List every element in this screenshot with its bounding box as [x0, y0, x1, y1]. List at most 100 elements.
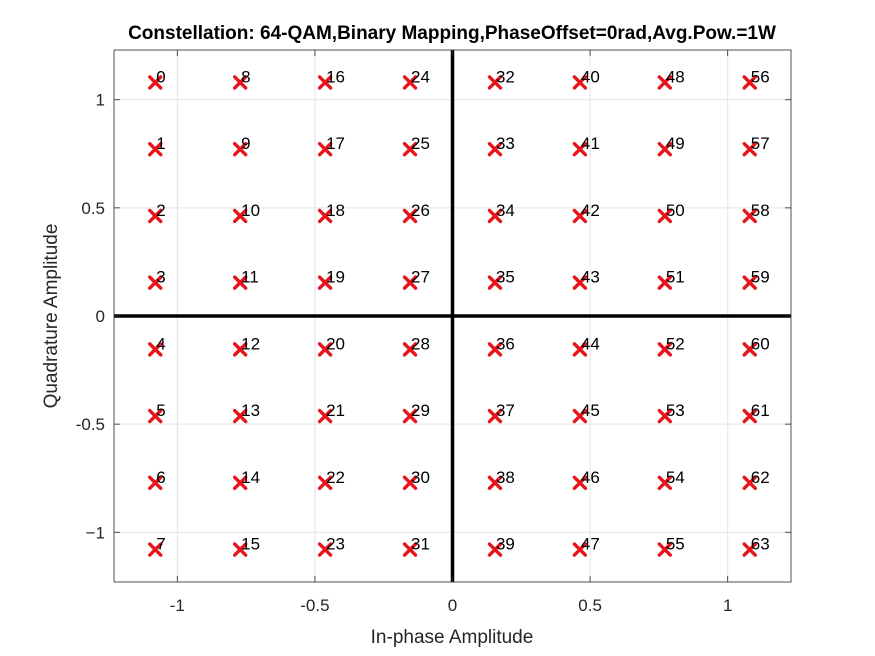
constellation-point [657, 342, 673, 357]
symbol-label: 15 [241, 535, 260, 554]
constellation-point [402, 275, 418, 290]
symbol-label: 29 [411, 401, 430, 420]
symbol-label: 51 [666, 268, 685, 287]
y-tick-label: 0.5 [81, 199, 105, 218]
symbol-label: 8 [241, 67, 250, 86]
constellation-point [148, 75, 163, 90]
symbol-label: 35 [496, 268, 515, 287]
constellation-point [317, 408, 333, 424]
constellation-point [657, 475, 673, 491]
symbol-label: 27 [411, 268, 430, 287]
symbol-label: 28 [411, 334, 430, 353]
tick-marks [114, 50, 791, 582]
constellation-point [232, 475, 248, 491]
symbol-label: 11 [241, 268, 259, 287]
constellation-point [148, 342, 163, 357]
symbol-label: 43 [581, 268, 600, 287]
constellation-point [657, 141, 673, 157]
constellation-point [657, 208, 673, 224]
symbol-label: 2 [156, 201, 165, 220]
constellation-point [487, 275, 503, 290]
constellation-point [487, 475, 503, 491]
constellation-point [232, 542, 248, 557]
y-tick-label: 1 [96, 91, 105, 110]
symbol-label: 47 [581, 535, 600, 554]
symbol-label: 3 [156, 268, 165, 287]
chart-title: Constellation: 64-QAM,Binary Mapping,Pha… [128, 23, 776, 44]
constellation-points [148, 75, 757, 557]
constellation-point [402, 408, 418, 424]
symbol-label: 58 [751, 201, 770, 220]
symbol-label: 1 [156, 134, 165, 153]
symbol-label: 32 [496, 67, 515, 86]
constellation-point [402, 475, 418, 491]
symbol-label: 34 [496, 201, 515, 220]
symbol-label: 44 [581, 334, 600, 353]
constellation-point [657, 275, 673, 290]
y-tick-label: 0 [96, 307, 105, 326]
constellation-point [742, 208, 757, 224]
constellation-point [487, 208, 503, 224]
constellation-point [657, 75, 673, 90]
constellation-point [402, 75, 418, 90]
constellation-point [232, 275, 248, 290]
symbol-label: 63 [751, 535, 770, 554]
constellation-point [742, 542, 757, 557]
symbol-label: 52 [666, 334, 685, 353]
symbol-label: 55 [666, 535, 685, 554]
y-tick-label: -0.5 [76, 415, 105, 434]
x-tick-label: -1 [170, 596, 185, 615]
symbol-label: 30 [411, 468, 430, 487]
symbol-label: 14 [241, 468, 260, 487]
symbol-label: 53 [666, 401, 685, 420]
symbol-label: 10 [241, 201, 260, 220]
symbol-label: 12 [241, 334, 260, 353]
symbol-label: 13 [241, 401, 260, 420]
constellation-point [148, 208, 163, 224]
constellation-point [572, 208, 588, 224]
constellation-point [402, 141, 418, 157]
constellation-point [232, 342, 248, 357]
x-tick-label: -0.5 [300, 596, 329, 615]
constellation-point [402, 542, 418, 557]
symbol-label: 61 [751, 401, 770, 420]
symbol-label: 31 [411, 535, 430, 554]
constellation-point [742, 75, 757, 90]
symbol-label: 45 [581, 401, 600, 420]
constellation-point [317, 275, 333, 290]
constellation-point [742, 141, 757, 157]
constellation-point [402, 342, 418, 357]
symbol-label: 39 [496, 535, 515, 554]
symbol-label: 36 [496, 334, 515, 353]
symbol-label: 40 [581, 67, 600, 86]
symbol-label: 49 [666, 134, 685, 153]
symbol-label: 54 [666, 468, 685, 487]
symbol-label: 59 [751, 268, 770, 287]
constellation-point [232, 208, 248, 224]
symbol-label: 7 [156, 535, 165, 554]
constellation-point [232, 75, 248, 90]
constellation-point [487, 141, 503, 157]
constellation-point [742, 408, 757, 424]
symbol-label: 33 [496, 134, 515, 153]
symbol-label: 60 [751, 334, 770, 353]
x-tick-label: 0.5 [578, 596, 602, 615]
constellation-point [657, 542, 673, 557]
constellation-point [317, 75, 333, 90]
constellation-point [657, 408, 673, 424]
constellation-point [487, 75, 503, 90]
symbol-label: 23 [326, 535, 345, 554]
constellation-point [317, 542, 333, 557]
symbol-label: 57 [751, 134, 770, 153]
symbol-label: 5 [156, 401, 165, 420]
constellation-point [317, 141, 333, 157]
symbol-label: 16 [326, 67, 345, 86]
symbol-label: 18 [326, 201, 345, 220]
constellation-point [148, 542, 163, 557]
symbol-label: 0 [156, 67, 165, 86]
constellation-point [487, 542, 503, 557]
constellation-point [232, 141, 248, 157]
constellation-point [148, 475, 163, 491]
constellation-point [742, 342, 757, 357]
